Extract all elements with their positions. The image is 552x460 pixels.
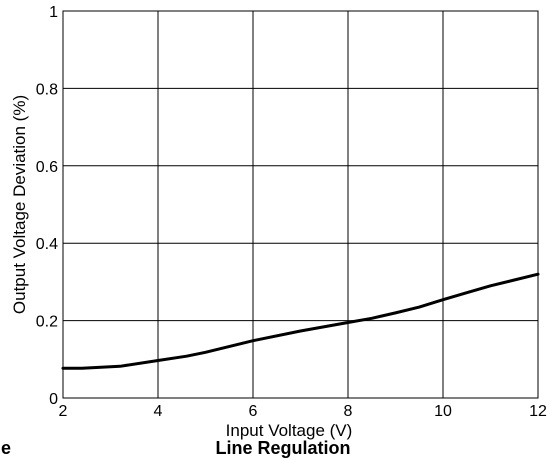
x-tick-label: 8 <box>344 403 353 420</box>
left-caption-fragment: e <box>1 438 11 458</box>
series-line <box>61 272 540 370</box>
y-tick-label: 0.4 <box>36 236 58 253</box>
plot-frame <box>62 10 539 399</box>
grid <box>62 10 539 399</box>
y-tick-labels: 0 0.2 0.4 0.6 0.8 1 <box>36 4 58 408</box>
y-tick-label: 0.2 <box>36 314 58 331</box>
y-tick-label: 0.8 <box>36 81 58 98</box>
x-axis-label: Input Voltage (V) <box>226 421 353 440</box>
y-tick-label: 0.6 <box>36 159 58 176</box>
x-tick-labels: 2 4 6 8 10 12 <box>59 403 547 420</box>
y-axis-label: Output Voltage Deviation (%) <box>10 95 29 314</box>
y-tick-label: 0 <box>49 391 58 408</box>
x-tick-label: 4 <box>154 403 163 420</box>
chart-title: Line Regulation <box>216 438 351 458</box>
x-tick-label: 10 <box>434 403 452 420</box>
x-tick-label: 2 <box>59 403 68 420</box>
x-tick-label: 6 <box>249 403 258 420</box>
y-tick-label: 1 <box>49 4 58 21</box>
x-tick-label: 12 <box>529 403 547 420</box>
